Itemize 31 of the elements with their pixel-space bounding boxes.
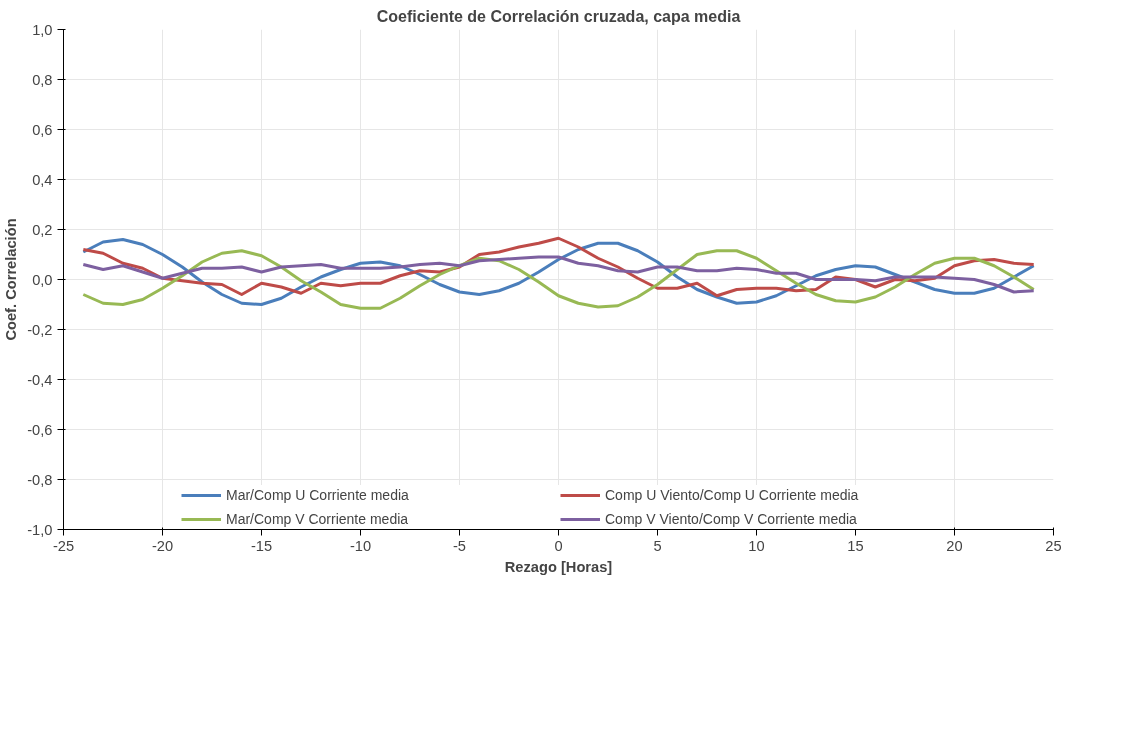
y-tick-label: -1,0 <box>27 521 53 538</box>
y-tick-label: -0,4 <box>27 371 53 388</box>
x-tick-label: 20 <box>946 537 963 554</box>
x-tick-label: 15 <box>847 537 864 554</box>
y-tick-label: 0,6 <box>32 121 53 138</box>
x-tick-label: -10 <box>349 537 372 554</box>
x-tick-label: -25 <box>52 537 75 554</box>
x-tick-label: 10 <box>748 537 765 554</box>
y-tick-label: -0,8 <box>27 471 53 488</box>
legend-label: Mar/Comp U Corriente media <box>226 487 410 503</box>
y-tick-label: -0,6 <box>27 421 53 438</box>
line-series <box>81 249 1036 310</box>
x-tick-label: -20 <box>151 537 174 554</box>
x-tick-label: 0 <box>554 537 563 554</box>
y-tick-label: -0,2 <box>27 321 53 338</box>
x-axis-title: Rezago [Horas] <box>504 558 613 575</box>
y-tick-label: 1,0 <box>32 21 53 38</box>
x-tick-label: 5 <box>653 537 662 554</box>
y-tick-label: 0,2 <box>32 221 53 238</box>
x-tick-label: 25 <box>1045 537 1062 554</box>
y-tick-label: 0,4 <box>32 171 53 188</box>
y-axis-title: Coef. Correlación <box>3 218 20 341</box>
x-tick-label: -5 <box>452 537 467 554</box>
x-tick-label: -15 <box>250 537 273 554</box>
chart-title: Coeficiente de Correlación cruzada, capa media <box>376 7 741 25</box>
legend-label: Mar/Comp V Corriente media <box>226 511 410 527</box>
line-series <box>81 255 1036 294</box>
y-tick-label: 0,0 <box>32 271 53 288</box>
y-tick-label: 0,8 <box>32 71 53 88</box>
legend-label: Comp V Viento/Comp V Corriente media <box>605 511 858 527</box>
legend-label: Comp U Viento/Comp U Corriente media <box>605 487 860 503</box>
